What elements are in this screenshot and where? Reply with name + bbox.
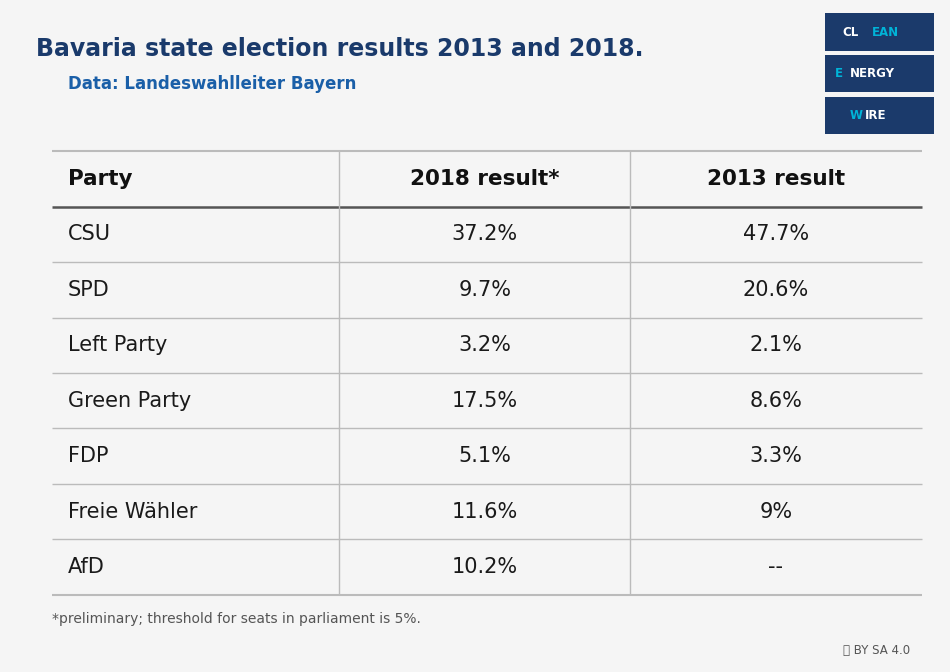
Text: 47.7%: 47.7% [743, 224, 809, 245]
Text: 9.7%: 9.7% [458, 280, 511, 300]
FancyBboxPatch shape [825, 13, 934, 51]
Text: Bavaria state election results 2013 and 2018.: Bavaria state election results 2013 and … [36, 37, 643, 61]
Text: 5.1%: 5.1% [458, 446, 511, 466]
Text: IRE: IRE [864, 109, 886, 122]
Text: AfD: AfD [67, 557, 104, 577]
FancyBboxPatch shape [825, 55, 934, 92]
Text: --: -- [769, 557, 784, 577]
Text: W: W [849, 109, 863, 122]
Text: 3.2%: 3.2% [458, 335, 511, 355]
Text: SPD: SPD [67, 280, 109, 300]
Text: Green Party: Green Party [67, 390, 191, 411]
Text: 3.3%: 3.3% [750, 446, 803, 466]
Text: Party: Party [67, 169, 132, 189]
Text: FDP: FDP [67, 446, 108, 466]
Text: EAN: EAN [872, 26, 899, 38]
Text: CSU: CSU [67, 224, 111, 245]
Text: NERGY: NERGY [849, 67, 895, 80]
Text: Left Party: Left Party [67, 335, 167, 355]
Text: 10.2%: 10.2% [451, 557, 518, 577]
Text: 2013 result: 2013 result [707, 169, 845, 189]
Text: *preliminary; threshold for seats in parliament is 5%.: *preliminary; threshold for seats in par… [52, 612, 421, 626]
Text: 2.1%: 2.1% [750, 335, 803, 355]
Text: 20.6%: 20.6% [743, 280, 809, 300]
Text: Data: Landeswahlleiter Bayern: Data: Landeswahlleiter Bayern [68, 75, 357, 93]
Text: CL: CL [843, 26, 859, 38]
Text: Freie Wähler: Freie Wähler [67, 501, 198, 521]
Text: 2018 result*: 2018 result* [410, 169, 560, 189]
Text: 17.5%: 17.5% [451, 390, 518, 411]
Text: 37.2%: 37.2% [451, 224, 518, 245]
Text: 8.6%: 8.6% [750, 390, 803, 411]
Text: E: E [835, 67, 843, 80]
Text: Ⓒ BY SA 4.0: Ⓒ BY SA 4.0 [843, 644, 910, 657]
FancyBboxPatch shape [825, 97, 934, 134]
Text: 11.6%: 11.6% [451, 501, 518, 521]
Text: 9%: 9% [759, 501, 792, 521]
